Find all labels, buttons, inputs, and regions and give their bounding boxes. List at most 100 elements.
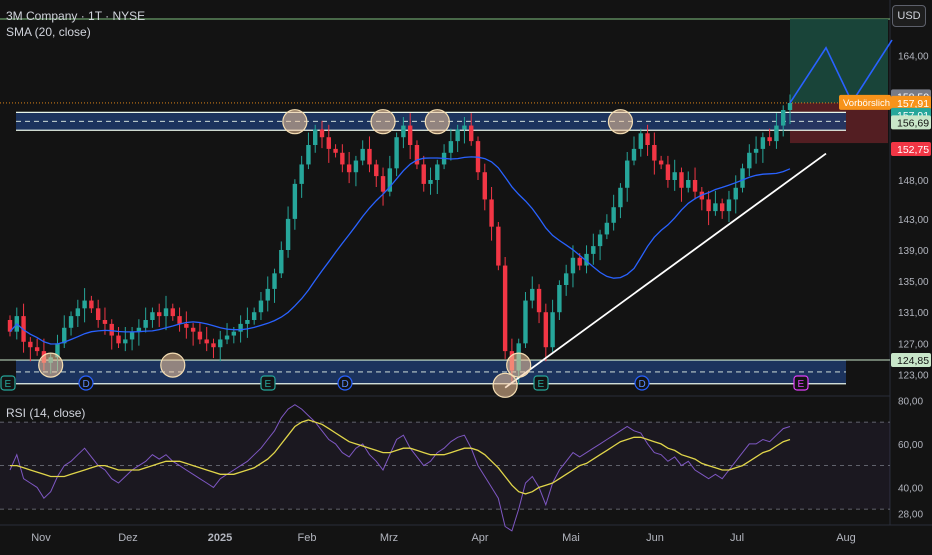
- event-marker-dividend: D: [78, 375, 94, 391]
- time-axis-label: Dez: [118, 532, 138, 544]
- candle-body: [428, 180, 433, 184]
- event-marker-earnings: E: [0, 375, 16, 391]
- touch-point-circle: [370, 109, 396, 135]
- currency-button[interactable]: USD: [892, 5, 926, 27]
- candle-body: [197, 331, 203, 340]
- price-badge-bg: [891, 142, 931, 157]
- candle-body: [353, 160, 359, 173]
- premarket-label: Vorbörslich: [843, 98, 890, 109]
- price-tick-label: 148,00: [898, 176, 929, 187]
- candle-body: [62, 327, 67, 344]
- sma-indicator-label[interactable]: SMA (20, close): [6, 25, 91, 39]
- event-marker-label: D: [342, 379, 349, 390]
- candle-body: [28, 341, 33, 348]
- candle-body: [523, 300, 528, 344]
- earnings-marker-icon: [533, 375, 549, 391]
- candle-body: [82, 300, 87, 309]
- candle-body: [7, 320, 13, 332]
- candle-body: [760, 137, 766, 149]
- rsi-background-band: [0, 422, 890, 510]
- earnings-marker-icon: [260, 375, 276, 391]
- candle-body: [679, 172, 684, 188]
- candle-body: [340, 152, 345, 165]
- candle-body: [652, 145, 657, 161]
- candle-body: [692, 180, 698, 192]
- event-marker-label: E: [538, 379, 545, 390]
- event-marker-earnings-upcoming: E: [793, 375, 809, 391]
- candle-body: [394, 137, 399, 169]
- candle-body: [543, 312, 549, 348]
- candle-body: [326, 137, 331, 149]
- candle-body: [245, 320, 250, 324]
- candle-body: [774, 125, 779, 142]
- candle-body: [319, 129, 325, 138]
- candle-body: [157, 312, 162, 317]
- candle-body: [536, 288, 542, 313]
- candle-body: [279, 250, 284, 274]
- candle-body: [21, 316, 26, 342]
- projection-path: [789, 39, 893, 104]
- candle-body: [360, 148, 365, 161]
- candle-body: [686, 180, 691, 188]
- candle-body: [170, 308, 175, 317]
- candle-body: [604, 222, 610, 235]
- candle-body: [102, 320, 108, 324]
- symbol-title[interactable]: 3M Company · 1T · NYSE: [6, 9, 146, 23]
- candle-body: [387, 168, 393, 192]
- candle-body: [55, 343, 60, 358]
- candle-body: [550, 312, 555, 348]
- candle-body: [258, 300, 264, 313]
- candle-body: [251, 312, 257, 320]
- touch-point-circle: [607, 109, 634, 135]
- rsi-indicator-label[interactable]: RSI (14, close): [6, 406, 86, 420]
- candle-body: [591, 246, 596, 254]
- candle-body: [380, 176, 386, 192]
- time-axis-label: Mai: [562, 532, 580, 544]
- candle-body: [34, 347, 40, 352]
- candle-body: [218, 339, 223, 348]
- rsi-tick-label: 40,00: [898, 483, 923, 494]
- candle-body: [496, 226, 501, 266]
- touch-point-circle: [492, 372, 518, 398]
- candle-body: [95, 308, 101, 320]
- price-tick-label: 139,00: [898, 246, 929, 257]
- candle-body: [414, 145, 420, 165]
- premarket-tag-bg: [839, 94, 891, 110]
- candle-body: [638, 133, 643, 149]
- price-badge: 156,69: [891, 115, 931, 130]
- candle-body: [658, 160, 664, 165]
- candle-body: [421, 164, 426, 184]
- candle-body: [665, 164, 671, 180]
- time-axis-label: Mrz: [380, 532, 398, 544]
- price-tick-label: 123,00: [898, 370, 929, 381]
- candle-body: [374, 164, 379, 177]
- candle-body: [367, 148, 372, 165]
- candle-body: [299, 164, 304, 184]
- candle-body: [462, 125, 467, 130]
- candle-body: [333, 148, 338, 153]
- touch-point-circle: [506, 352, 532, 378]
- candle-body: [184, 323, 189, 328]
- event-marker-dividend: D: [634, 375, 650, 391]
- time-axis-label: Jun: [646, 532, 664, 544]
- event-marker-label: D: [83, 379, 90, 390]
- candle-body: [726, 199, 732, 212]
- candle-body: [306, 145, 311, 165]
- candle-body: [787, 103, 793, 110]
- price-badge-value: 124,85: [897, 355, 929, 367]
- dividend-marker-icon: [78, 375, 94, 391]
- candle-body: [502, 265, 508, 352]
- candle-body: [163, 308, 169, 317]
- price-tick-label: 135,00: [898, 277, 929, 288]
- touch-point-circle: [160, 352, 186, 378]
- candle-body: [455, 129, 460, 142]
- candle-body: [150, 312, 155, 320]
- candle-body: [530, 288, 535, 301]
- candle-body: [733, 187, 738, 200]
- event-marker-earnings: E: [533, 375, 549, 391]
- candle-body: [231, 331, 237, 336]
- target-zone: [790, 19, 888, 103]
- candle-body: [116, 335, 121, 344]
